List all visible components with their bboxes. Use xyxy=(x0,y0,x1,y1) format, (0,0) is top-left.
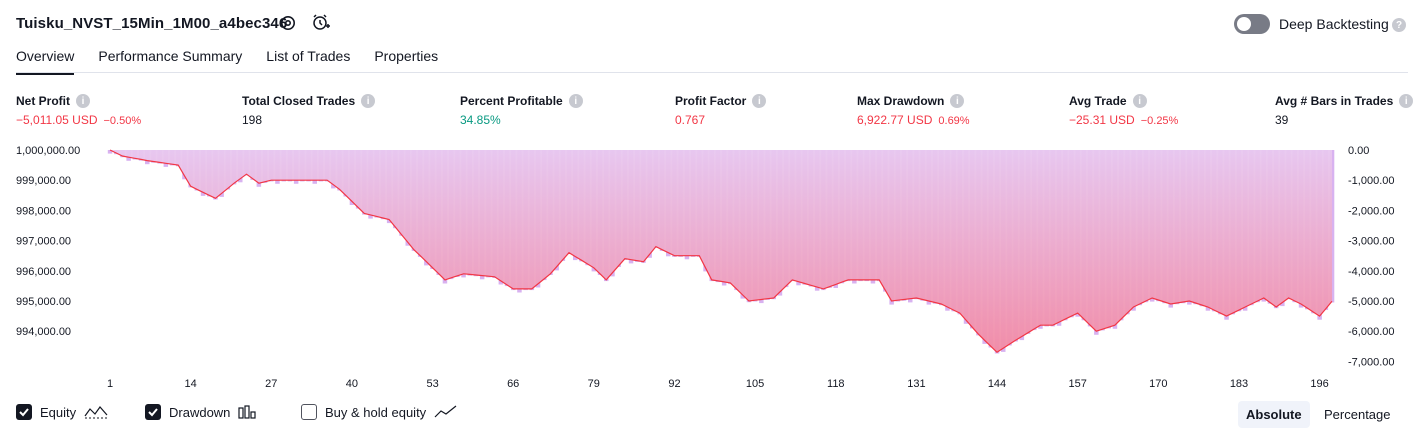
percentage-button[interactable]: Percentage xyxy=(1316,401,1399,428)
left-axis-tick-label: 999,000.00 xyxy=(16,175,71,187)
metric-avg-trade: Avg Trade i −25.31 USD −0.25% xyxy=(1069,94,1178,127)
absolute-button[interactable]: Absolute xyxy=(1238,401,1310,428)
x-axis-tick-label: 79 xyxy=(588,378,600,390)
metric-value: −5,011.05 USD xyxy=(16,113,98,127)
x-axis-tick-label: 170 xyxy=(1149,378,1167,390)
metric-percent: −0.25% xyxy=(1141,115,1179,127)
metric-percent: 0.69% xyxy=(938,115,969,127)
info-icon[interactable]: i xyxy=(361,94,375,108)
x-axis-tick-label: 53 xyxy=(426,378,438,390)
info-icon[interactable]: i xyxy=(752,94,766,108)
metric-label: Avg # Bars in Trades xyxy=(1275,94,1393,108)
metric-percent-profitable: Percent Profitable i 34.85% xyxy=(460,94,583,127)
buy-hold-line-icon xyxy=(434,404,458,420)
metric-percent: −0.50% xyxy=(104,115,142,127)
x-axis-tick-label: 118 xyxy=(827,378,845,390)
metric-total-closed-trades: Total Closed Trades i 198 xyxy=(242,94,375,127)
x-axis-tick-label: 27 xyxy=(265,378,277,390)
buy-hold-label: Buy & hold equity xyxy=(325,405,426,420)
metric-net-profit: Net Profit i −5,011.05 USD −0.50% xyxy=(16,94,141,127)
equity-checkbox[interactable] xyxy=(16,404,32,420)
left-axis-tick-label: 1,000,000.00 xyxy=(16,145,80,157)
equity-label: Equity xyxy=(40,405,76,420)
right-axis-tick-label: 0.00 xyxy=(1348,145,1369,157)
buy-hold-checkbox[interactable] xyxy=(301,404,317,420)
x-axis-tick-label: 131 xyxy=(907,378,925,390)
metric-value: 6,922.77 USD xyxy=(857,113,932,127)
tab-performance-summary[interactable]: Performance Summary xyxy=(98,48,242,75)
x-axis-tick-label: 144 xyxy=(988,378,1006,390)
metric-profit-factor: Profit Factor i 0.767 xyxy=(675,94,766,127)
metric-label: Total Closed Trades xyxy=(242,94,355,108)
legend-equity[interactable]: Equity xyxy=(16,404,108,420)
info-icon[interactable]: i xyxy=(569,94,583,108)
metric-label: Percent Profitable xyxy=(460,94,563,108)
deep-backtesting-label: Deep Backtesting xyxy=(1279,16,1389,32)
deep-backtesting-help-icon[interactable]: ? xyxy=(1392,18,1406,32)
tab-properties[interactable]: Properties xyxy=(374,48,438,75)
strategy-title: Tuisku_NVST_15Min_1M00_a4bec346 xyxy=(16,15,287,32)
x-axis-tick-label: 40 xyxy=(346,378,358,390)
drawdown-bars-icon xyxy=(238,404,256,420)
x-axis-tick-label: 183 xyxy=(1230,378,1248,390)
metric-label: Profit Factor xyxy=(675,94,746,108)
drawdown-label: Drawdown xyxy=(169,405,230,420)
metric-value: 0.767 xyxy=(675,113,705,127)
metric-label: Net Profit xyxy=(16,94,70,108)
right-axis-tick-label: -7,000.00 xyxy=(1348,356,1394,368)
tab-overview[interactable]: Overview xyxy=(16,48,74,75)
metric-label: Avg Trade xyxy=(1069,94,1127,108)
metric-value: −25.31 USD xyxy=(1069,113,1135,127)
x-axis-tick-label: 196 xyxy=(1310,378,1328,390)
metric-value: 198 xyxy=(242,113,262,127)
add-alert-clock-icon[interactable] xyxy=(311,13,331,33)
x-axis-tick-label: 92 xyxy=(668,378,680,390)
x-axis-tick-label: 157 xyxy=(1069,378,1087,390)
metric-label: Max Drawdown xyxy=(857,94,944,108)
x-axis-tick-label: 105 xyxy=(746,378,764,390)
right-axis-tick-label: -5,000.00 xyxy=(1348,296,1394,308)
metric-max-drawdown: Max Drawdown i 6,922.77 USD 0.69% xyxy=(857,94,970,127)
left-axis-tick-label: 998,000.00 xyxy=(16,205,71,217)
x-axis-tick-label: 14 xyxy=(184,378,196,390)
info-icon[interactable]: i xyxy=(1399,94,1413,108)
equity-drawdown-chart[interactable]: 1,000,000.00 999,000.00 998,000.00 997,000.… xyxy=(0,138,1424,394)
right-axis-tick-label: -3,000.00 xyxy=(1348,236,1394,248)
info-icon[interactable]: i xyxy=(950,94,964,108)
legend-buy-hold-equity[interactable]: Buy & hold equity xyxy=(301,404,458,420)
toggle-knob xyxy=(1237,17,1251,31)
settings-gear-icon[interactable] xyxy=(278,13,298,33)
tab-bar: Overview Performance Summary List of Tra… xyxy=(16,48,462,75)
metric-value: 39 xyxy=(1275,113,1288,127)
metric-value: 34.85% xyxy=(460,113,501,127)
left-axis-tick-label: 997,000.00 xyxy=(16,236,71,248)
info-icon[interactable]: i xyxy=(76,94,90,108)
metric-avg-bars-in-trades: Avg # Bars in Trades i 39 xyxy=(1275,94,1413,127)
x-axis-tick-label: 66 xyxy=(507,378,519,390)
right-axis-tick-label: -6,000.00 xyxy=(1348,326,1394,338)
right-axis-tick-label: -2,000.00 xyxy=(1348,205,1394,217)
left-axis-tick-label: 994,000.00 xyxy=(16,326,71,338)
equity-line-icon xyxy=(84,404,108,420)
info-icon[interactable]: i xyxy=(1133,94,1147,108)
right-axis-tick-label: -4,000.00 xyxy=(1348,266,1394,278)
right-axis-tick-label: -1,000.00 xyxy=(1348,175,1394,187)
deep-backtesting-toggle[interactable] xyxy=(1234,14,1270,34)
drawdown-checkbox[interactable] xyxy=(145,404,161,420)
tab-divider xyxy=(16,72,1408,73)
legend-drawdown[interactable]: Drawdown xyxy=(145,404,256,420)
x-axis-tick-label: 1 xyxy=(107,378,113,390)
left-axis-tick-label: 996,000.00 xyxy=(16,266,71,278)
left-axis-tick-label: 995,000.00 xyxy=(16,296,71,308)
tab-list-of-trades[interactable]: List of Trades xyxy=(266,48,350,75)
